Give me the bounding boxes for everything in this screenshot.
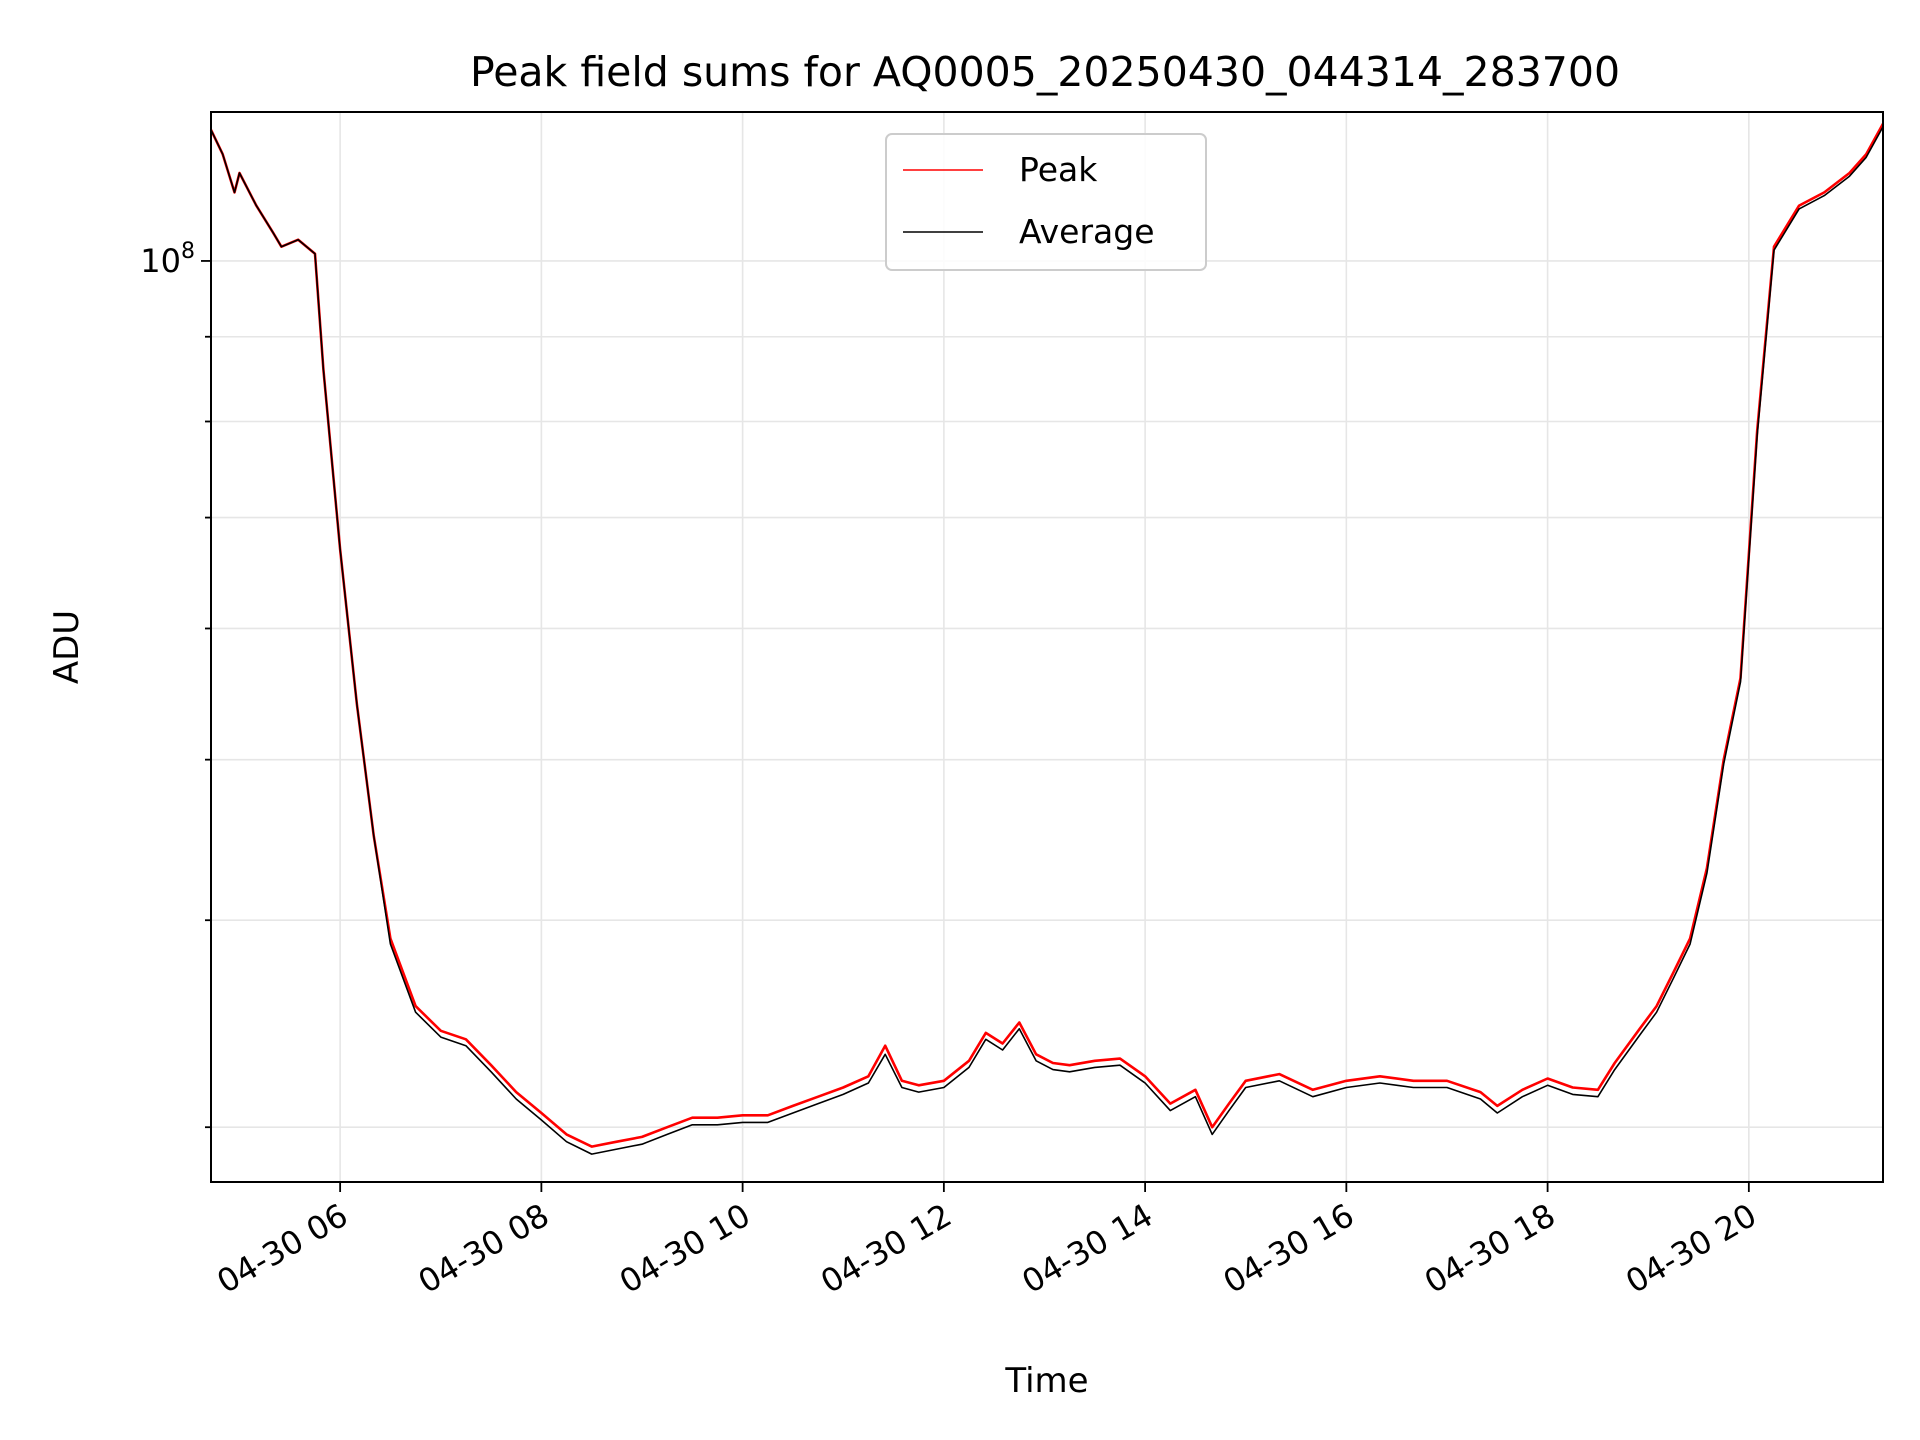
x-axis-label: Time bbox=[1004, 1361, 1088, 1401]
x-tick-label: 04-30 10 bbox=[613, 1196, 757, 1301]
y-tick-label: 108 bbox=[140, 239, 195, 280]
series-line-average bbox=[210, 126, 1884, 1155]
y-tick-base: 10 bbox=[140, 242, 181, 280]
plot-frame bbox=[210, 111, 1884, 1183]
x-tick-label: 04-30 12 bbox=[814, 1196, 958, 1301]
legend: Peak Average bbox=[885, 133, 1207, 271]
x-tick-label: 04-30 14 bbox=[1016, 1196, 1160, 1301]
legend-label-average: Average bbox=[1019, 212, 1155, 251]
series-line-peak bbox=[209, 123, 1885, 1148]
y-tick-exponent: 8 bbox=[181, 239, 195, 264]
chart-title: Peak field sums for AQ0005_20250430_0443… bbox=[470, 48, 1620, 96]
x-tick-label: 04-30 16 bbox=[1217, 1196, 1361, 1301]
grid bbox=[211, 112, 1883, 1182]
x-tick-label: 04-30 08 bbox=[412, 1196, 556, 1301]
legend-label-peak: Peak bbox=[1019, 150, 1098, 189]
x-axis: 04-30 06 04-30 08 04-30 10 04-30 12 04-30 14… bbox=[211, 1182, 1763, 1301]
series-layer bbox=[209, 123, 1885, 1155]
y-axis-label: ADU bbox=[47, 610, 87, 684]
legend-box bbox=[885, 133, 1207, 271]
x-tick-label: 04-30 18 bbox=[1418, 1196, 1562, 1301]
y-axis: 108 bbox=[140, 239, 211, 1129]
x-tick-label: 04-30 06 bbox=[211, 1196, 355, 1301]
x-tick-label: 04-30 20 bbox=[1619, 1196, 1763, 1301]
